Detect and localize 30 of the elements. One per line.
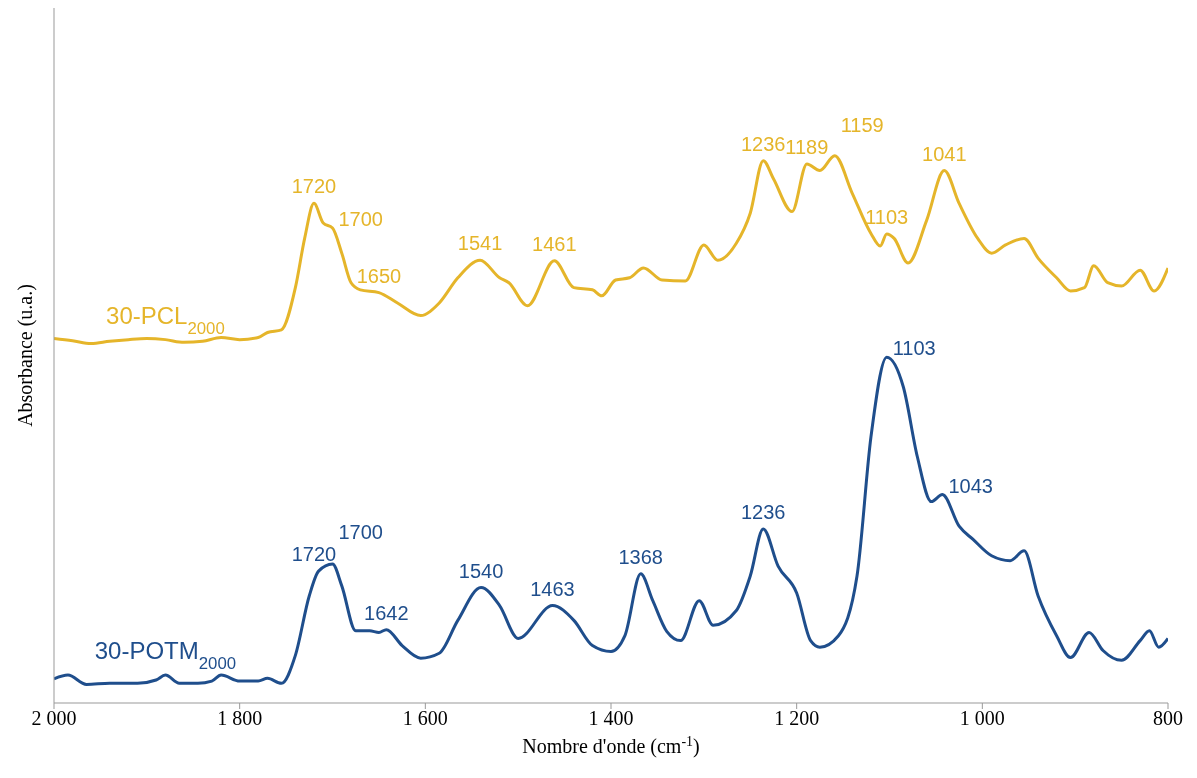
- annotation: 1236: [741, 500, 786, 523]
- annotation: 1103: [892, 337, 936, 360]
- annotation: 1650: [356, 264, 402, 287]
- annotation: 1236: [741, 132, 786, 155]
- x-tick-label: 2 000: [31, 707, 77, 730]
- y-axis-title: Absorbance (u.a.): [14, 284, 37, 427]
- annotation: 1541: [457, 232, 503, 255]
- annotation: 1103: [865, 206, 909, 229]
- annotation: 1461: [532, 232, 577, 255]
- annotation: 1041: [922, 142, 967, 165]
- annotation: 1189: [785, 135, 829, 158]
- series-label: 30-PCL$_{2000}$: [106, 301, 225, 338]
- x-tick-label: 800: [1153, 707, 1183, 730]
- annotation: 1700: [338, 207, 383, 230]
- annotation: 1463: [530, 577, 575, 600]
- annotation: 1720: [291, 543, 337, 566]
- annotation: 1368: [618, 545, 663, 568]
- x-tick-label: 1 400: [588, 707, 634, 730]
- annotation: 1043: [948, 474, 993, 497]
- x-tick-label: 1 200: [774, 707, 820, 730]
- annotation: 1540: [458, 559, 504, 582]
- x-tick-label: 1 000: [959, 707, 1005, 730]
- annotation: 1720: [291, 175, 337, 198]
- series-label: 30-POTM$_{2000}$: [94, 637, 237, 673]
- annotation: 1642: [364, 601, 409, 624]
- x-tick-label: 1 600: [402, 707, 448, 730]
- annotation: 1700: [338, 521, 383, 544]
- annotation: 1159: [840, 113, 884, 136]
- x-tick-label: 1 800: [217, 707, 263, 730]
- x-axis-title: Nombre d'onde (cm$^{-1}$): [522, 733, 700, 758]
